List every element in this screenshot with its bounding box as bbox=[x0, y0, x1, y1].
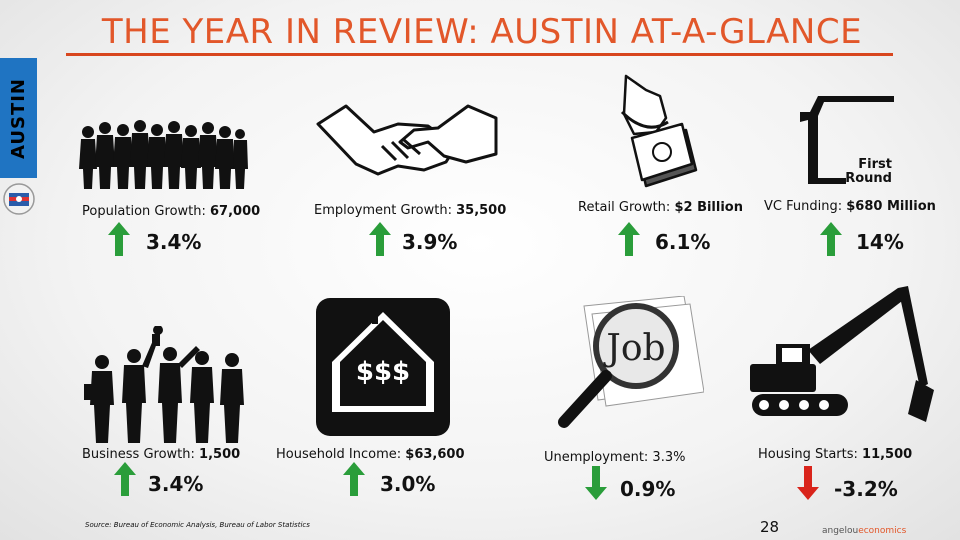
city-side-tab: AUSTIN bbox=[0, 58, 37, 178]
job-text: Job bbox=[602, 328, 665, 369]
up-arrow-icon bbox=[108, 222, 130, 256]
business-people-icon bbox=[84, 326, 244, 443]
up-arrow-icon bbox=[369, 222, 391, 256]
first-round-line1: First bbox=[858, 157, 892, 172]
retail-label: Retail Growth: $2 Billion bbox=[578, 200, 743, 215]
title-underline bbox=[66, 53, 893, 56]
population-pct: 3.4% bbox=[146, 230, 202, 254]
page-title: THE YEAR IN REVIEW: AUSTIN AT-A-GLANCE bbox=[101, 12, 863, 52]
house-dollar-icon: $$$ bbox=[316, 298, 450, 436]
household-label: Household Income: $63,600 bbox=[276, 447, 465, 462]
up-arrow-icon bbox=[820, 222, 842, 256]
excavator-icon bbox=[750, 286, 934, 422]
business-label: Business Growth: 1,500 bbox=[82, 447, 241, 462]
city-seal-icon bbox=[3, 183, 35, 215]
page-number: 28 bbox=[760, 518, 780, 536]
down-arrow-icon bbox=[797, 466, 819, 500]
brand-part2: economics bbox=[858, 526, 907, 536]
job-magnifier-icon: Job bbox=[558, 296, 704, 428]
vc-pct: 14% bbox=[856, 230, 904, 254]
housing-label: Housing Starts: 11,500 bbox=[758, 447, 913, 462]
up-arrow-icon bbox=[343, 462, 365, 496]
house-dollar-text: $$$ bbox=[356, 357, 410, 387]
source-note: Source: Bureau of Economic Analysis, Bur… bbox=[85, 521, 310, 529]
down-arrow-icon bbox=[585, 466, 607, 500]
employment-pct: 3.9% bbox=[402, 230, 458, 254]
unemployment-label: Unemployment: 3.3% bbox=[544, 450, 686, 465]
vc-label: VC Funding: $680 Million bbox=[764, 199, 936, 214]
first-round-line2: Round bbox=[845, 171, 892, 186]
side-tab-label: AUSTIN bbox=[8, 77, 29, 159]
brand-part1: angelou bbox=[822, 526, 859, 536]
retail-pct: 6.1% bbox=[655, 230, 711, 254]
household-pct: 3.0% bbox=[380, 472, 436, 496]
people-crowd-icon bbox=[79, 120, 248, 189]
hand-money-icon bbox=[620, 74, 698, 188]
unemployment-pct: 0.9% bbox=[620, 477, 676, 501]
business-pct: 3.4% bbox=[148, 472, 204, 496]
up-arrow-icon bbox=[618, 222, 640, 256]
housing-pct: -3.2% bbox=[834, 477, 898, 501]
handshake-icon bbox=[316, 104, 498, 176]
employment-label: Employment Growth: 35,500 bbox=[314, 203, 507, 218]
population-label: Population Growth: 67,000 bbox=[82, 204, 261, 219]
first-round-logo: First Round bbox=[800, 96, 894, 186]
brand-logo: angeloueconomics bbox=[822, 526, 906, 536]
up-arrow-icon bbox=[114, 462, 136, 496]
